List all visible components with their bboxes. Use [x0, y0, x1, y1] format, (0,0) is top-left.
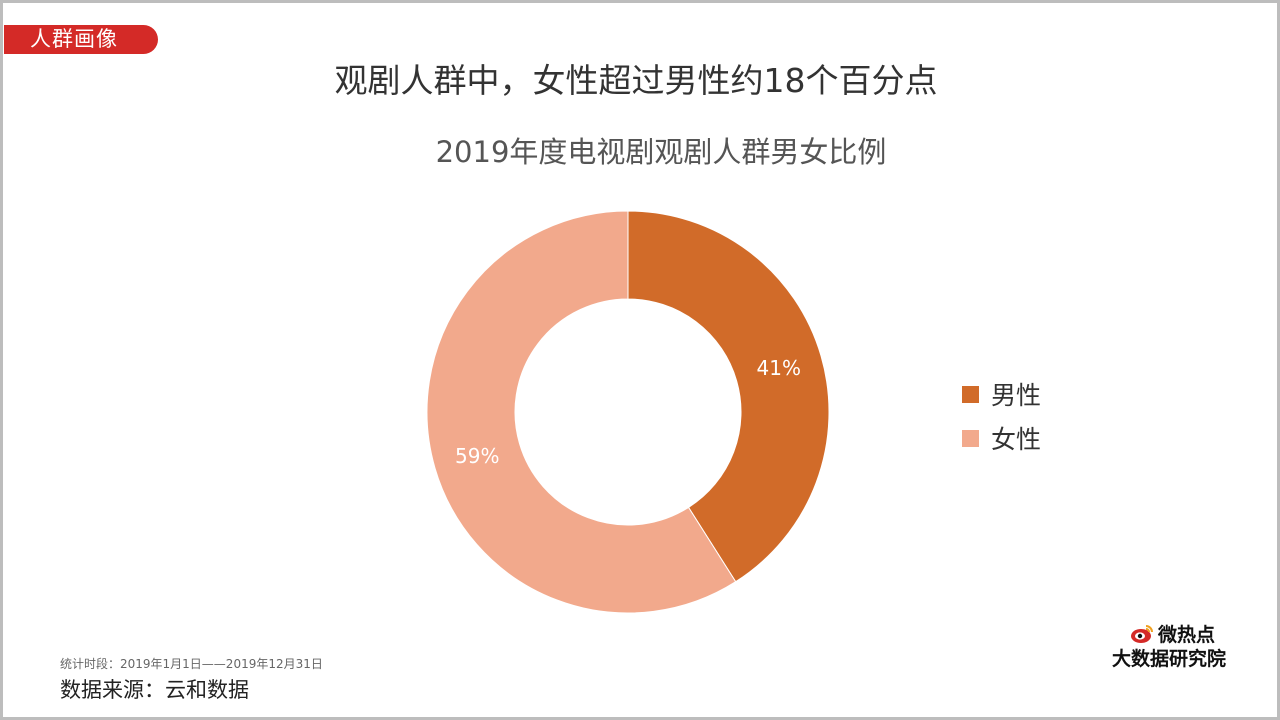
data-source: 数据来源：云和数据 [60, 678, 249, 702]
statistics-period: 统计时段：2019年1月1日——2019年12月31日 [60, 657, 323, 671]
weiredian-logo: 微热点 大数据研究院 [1110, 620, 1240, 670]
chart-title: 2019年度电视剧观剧人群男女比例 [435, 135, 887, 169]
weibo-eye-icon [1131, 624, 1153, 643]
chart-legend: 男性 女性 [962, 372, 1041, 460]
slice-female-label: 59% [455, 444, 499, 468]
legend-item-male: 男性 [962, 372, 1041, 416]
legend-label-female: 女性 [991, 425, 1042, 454]
slice-male [627, 210, 830, 583]
logo-line1: 微热点 [1158, 624, 1216, 646]
logo-line2: 大数据研究院 [1112, 648, 1227, 670]
page-headline: 观剧人群中，女性超过男性约18个百分点 [334, 61, 938, 100]
legend-label-male: 男性 [991, 381, 1042, 410]
legend-item-female: 女性 [962, 416, 1041, 460]
legend-swatch-male [962, 385, 979, 403]
legend-swatch-female [962, 429, 979, 447]
slice-male-label: 41% [757, 356, 801, 380]
slice-female [426, 210, 737, 614]
section-tag: 人群画像 [4, 25, 158, 54]
